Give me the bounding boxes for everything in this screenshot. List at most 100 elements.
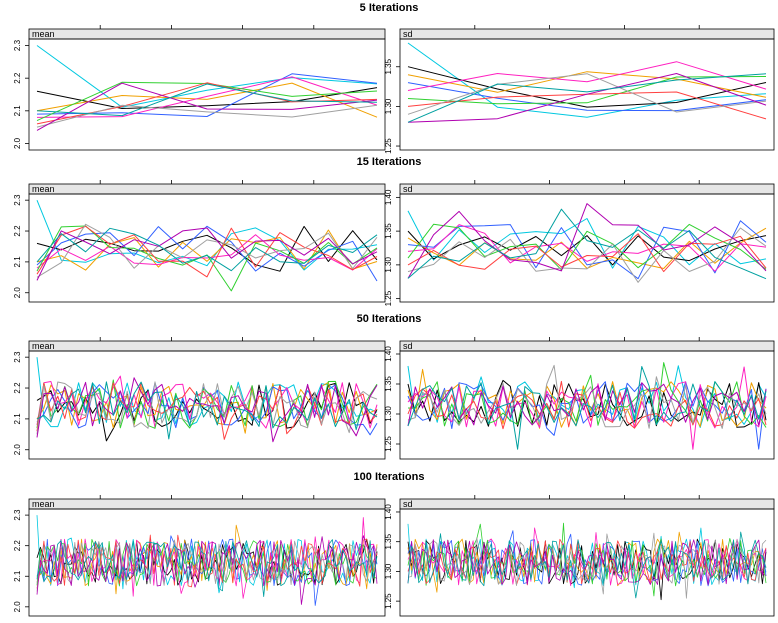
panel-strip [28,28,386,40]
panel-strip [28,498,386,510]
panel-strip [399,340,775,352]
chart-title: 5 Iterations [360,2,419,14]
panel-strip [28,183,386,195]
y-tick-label: 1.30 [384,406,393,422]
series-line-1 [36,357,378,428]
y-tick-label: 1.35 [384,533,393,549]
y-tick-label: 1.35 [384,58,393,74]
series-line-5 [36,76,378,118]
y-tick-label: 2.2 [13,72,22,84]
series-line-3 [36,229,378,271]
series-line-8 [407,227,767,283]
series-line-3 [407,71,767,98]
series-line-8 [407,73,767,115]
panel-label: mean [32,499,55,509]
y-tick-label: 2.3 [13,39,22,51]
y-tick-label: 2.0 [13,601,22,613]
y-tick-label: 1.30 [384,257,393,273]
panel-strip [399,498,775,510]
series-line-10 [36,539,378,597]
series-line-3 [407,368,767,429]
panel-frame [399,38,775,151]
series-line-4 [36,73,378,117]
y-tick-label: 1.40 [384,189,393,205]
y-tick-label: 1.30 [384,98,393,114]
y-tick-label: 1.35 [384,223,393,239]
panel-label: sd [403,499,413,509]
series-line-6 [407,362,767,428]
series-line-1 [36,45,378,108]
series-line-5 [36,234,378,271]
series-line-6 [36,379,378,429]
panel-label: sd [403,341,413,351]
y-tick-label: 2.1 [13,256,22,268]
y-tick-label: 2.3 [13,509,22,521]
y-tick-label: 1.25 [384,138,393,154]
series-line-5 [407,61,767,91]
series-line-7 [407,380,767,430]
series-line-2 [36,382,378,442]
panel-label: mean [32,341,55,351]
panel-label: sd [403,29,413,39]
panel-frame [28,350,386,460]
y-tick-label: 1.25 [384,593,393,609]
series-line-9 [36,535,378,605]
series-line-5 [407,224,767,272]
series-line-4 [407,220,767,280]
panel-label: sd [403,184,413,194]
series-line-6 [36,539,378,587]
series-line-4 [407,82,767,112]
series-line-9 [36,82,378,131]
panel-strip [399,28,775,40]
chart-title: 50 Iterations [357,313,422,325]
series-line-8 [36,381,378,435]
series-line-9 [36,227,378,281]
series-line-10 [36,381,378,440]
series-line-9 [407,382,767,427]
series-line-6 [407,76,767,105]
y-tick-label: 2.0 [13,137,22,149]
series-line-10 [407,366,767,450]
series-line-10 [407,531,767,599]
series-line-9 [407,203,767,279]
panel-label: mean [32,184,55,194]
panel-frame [399,350,775,460]
y-tick-label: 1.40 [384,504,393,520]
y-tick-label: 1.30 [384,563,393,579]
y-tick-label: 2.0 [13,287,22,299]
series-line-8 [36,223,378,278]
series-line-8 [36,104,378,128]
series-line-10 [36,227,378,272]
chart-title: 15 Iterations [357,156,422,168]
y-tick-label: 1.35 [384,376,393,392]
y-tick-label: 1.40 [384,346,393,362]
series-line-4 [407,381,767,450]
series-line-10 [407,208,767,280]
panel-strip [399,183,775,195]
series-line-9 [407,539,767,586]
series-line-9 [36,377,378,443]
y-tick-label: 2.0 [13,444,22,456]
panel-frame [399,193,775,303]
y-tick-label: 2.2 [13,382,22,394]
panel-label: mean [32,29,55,39]
y-tick-label: 2.3 [13,194,22,206]
series-line-7 [36,225,378,278]
series-line-10 [36,83,378,117]
y-tick-label: 2.3 [13,351,22,363]
panel-frame [28,38,386,151]
panel-frame [28,508,386,617]
series-line-9 [407,73,767,123]
series-line-2 [407,66,767,108]
series-line-5 [407,527,767,587]
y-tick-label: 2.1 [13,570,22,582]
series-line-2 [407,230,767,266]
y-tick-label: 1.25 [384,290,393,306]
series-line-7 [36,82,378,125]
panel-frame [399,508,775,617]
y-tick-label: 1.25 [384,436,393,452]
chart-title: 100 Iterations [354,471,425,483]
y-tick-label: 2.1 [13,105,22,117]
series-line-10 [407,73,767,123]
